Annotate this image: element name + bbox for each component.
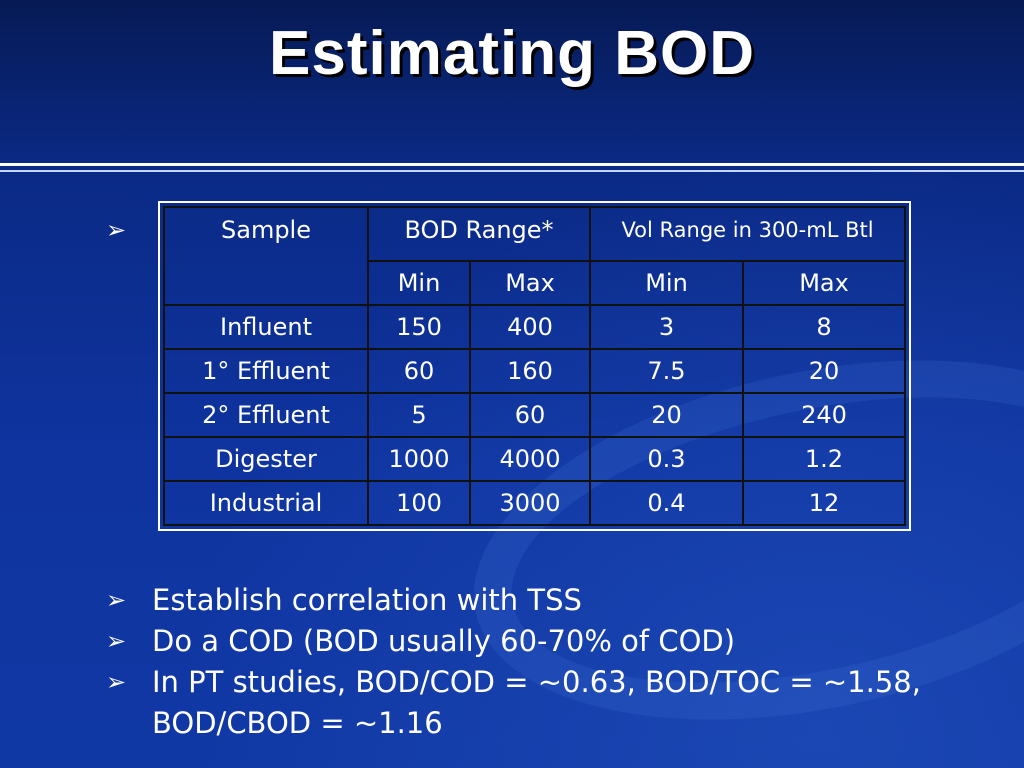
- bullet-list: ➢ Establish correlation with TSS ➢ Do a …: [106, 580, 926, 744]
- cell-bod-max: 160: [469, 348, 591, 394]
- title-divider-secondary: [0, 170, 1024, 172]
- cell-bod-max: 400: [469, 304, 591, 350]
- bullet-text: Establish correlation with TSS: [152, 583, 582, 617]
- slide-title: Estimating BOD: [269, 19, 755, 88]
- table-row: 2° Effluent 5 60 20 240: [163, 392, 906, 438]
- cell-sample: 1° Effluent: [163, 348, 369, 394]
- bullet-arrow-icon: ➢: [106, 627, 127, 655]
- cell-bod-min: 150: [367, 304, 471, 350]
- list-item: ➢ Establish correlation with TSS: [106, 580, 926, 621]
- table-row: Industrial 100 3000 0.4 12: [163, 480, 906, 526]
- cell-vol-max: 8: [742, 304, 906, 350]
- cell-vol-min: 3: [589, 304, 744, 350]
- bullet-arrow-icon: ➢: [106, 216, 127, 244]
- table-subheader-row: Min Max Min Max: [164, 260, 906, 306]
- cell-vol-max: 12: [742, 480, 906, 526]
- header-sample: Sample: [163, 206, 369, 306]
- cell-vol-min: 0.4: [589, 480, 744, 526]
- bod-table: Sample BOD Range* Vol Range in 300-mL Bt…: [163, 206, 906, 526]
- bullet-arrow-icon: ➢: [106, 668, 127, 696]
- bod-table-frame: Sample BOD Range* Vol Range in 300-mL Bt…: [158, 201, 911, 531]
- cell-vol-min: 7.5: [589, 348, 744, 394]
- table-row: Digester 1000 4000 0.3 1.2: [163, 436, 906, 482]
- header-bod-min: Min: [367, 260, 471, 306]
- cell-bod-min: 60: [367, 348, 471, 394]
- cell-bod-max: 4000: [469, 436, 591, 482]
- table-row: 1° Effluent 60 160 7.5 20: [163, 348, 906, 394]
- header-vol-min: Min: [589, 260, 744, 306]
- cell-bod-max: 3000: [469, 480, 591, 526]
- cell-bod-min: 100: [367, 480, 471, 526]
- list-item: ➢ Do a COD (BOD usually 60-70% of COD): [106, 621, 926, 662]
- cell-bod-min: 1000: [367, 436, 471, 482]
- cell-sample: Influent: [163, 304, 369, 350]
- cell-bod-min: 5: [367, 392, 471, 438]
- list-item: ➢ In PT studies, BOD/COD = ~0.63, BOD/TO…: [106, 662, 926, 744]
- cell-vol-max: 20: [742, 348, 906, 394]
- table-row: Influent 150 400 3 8: [163, 304, 906, 350]
- cell-sample: 2° Effluent: [163, 392, 369, 438]
- cell-vol-max: 1.2: [742, 436, 906, 482]
- header-bod-range: BOD Range*: [367, 206, 591, 262]
- bullet-arrow-icon: ➢: [106, 586, 127, 614]
- cell-vol-min: 20: [589, 392, 744, 438]
- cell-bod-max: 60: [469, 392, 591, 438]
- header-vol-range: Vol Range in 300-mL Btl: [589, 206, 906, 262]
- cell-sample: Digester: [163, 436, 369, 482]
- cell-vol-min: 0.3: [589, 436, 744, 482]
- bullet-text: Do a COD (BOD usually 60-70% of COD): [152, 624, 736, 658]
- header-vol-max: Max: [742, 260, 906, 306]
- title-divider: [0, 163, 1024, 166]
- cell-sample: Industrial: [163, 480, 369, 526]
- bullet-text: In PT studies, BOD/COD = ~0.63, BOD/TOC …: [152, 665, 921, 740]
- cell-vol-max: 240: [742, 392, 906, 438]
- header-bod-max: Max: [469, 260, 591, 306]
- table-header-row: Sample BOD Range* Vol Range in 300-mL Bt…: [163, 206, 906, 306]
